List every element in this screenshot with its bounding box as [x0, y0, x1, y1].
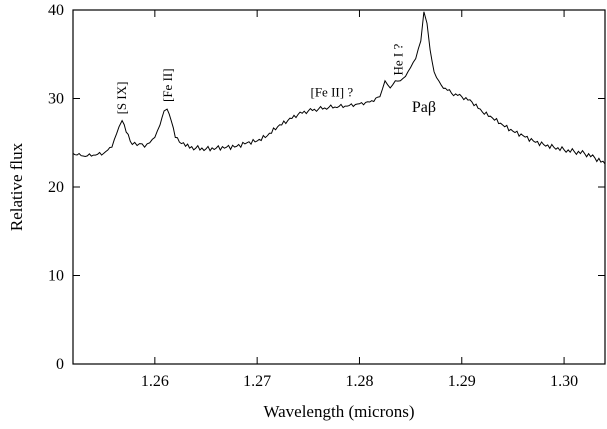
x-tick-label: 1.28: [345, 373, 373, 390]
y-tick-label: 20: [48, 179, 64, 196]
y-tick-label: 30: [48, 91, 64, 108]
spectral-line-annotation: [Fe II] ?: [311, 85, 354, 100]
y-tick-label: 0: [56, 356, 64, 373]
spectral-line-annotation: He I ?: [390, 44, 405, 76]
x-tick-label: 1.29: [448, 373, 476, 390]
spectral-line-annotation: Paβ: [412, 99, 436, 116]
y-tick-label: 10: [48, 268, 64, 285]
spectrum-line: [72, 11, 606, 165]
y-axis-label: Relative flux: [7, 142, 26, 231]
x-axis-label: Wavelength (microns): [263, 402, 414, 421]
x-tick-label: 1.26: [141, 373, 169, 390]
tick-marks: [73, 9, 605, 365]
plot-frame: [72, 9, 606, 365]
x-tick-label: 1.30: [550, 373, 578, 390]
y-tick-label: 40: [48, 2, 64, 19]
x-tick-label: 1.27: [243, 373, 271, 390]
line-annotations: [S IX] [Fe II] [Fe II] ? He I ? Paβ: [114, 44, 436, 116]
spectral-line-annotation: [Fe II]: [160, 68, 175, 102]
spectral-line-annotation: [S IX]: [114, 82, 129, 115]
tick-labels: 1.26 1.27 1.28 1.29 1.30 0 10 20 30 40: [48, 2, 578, 390]
